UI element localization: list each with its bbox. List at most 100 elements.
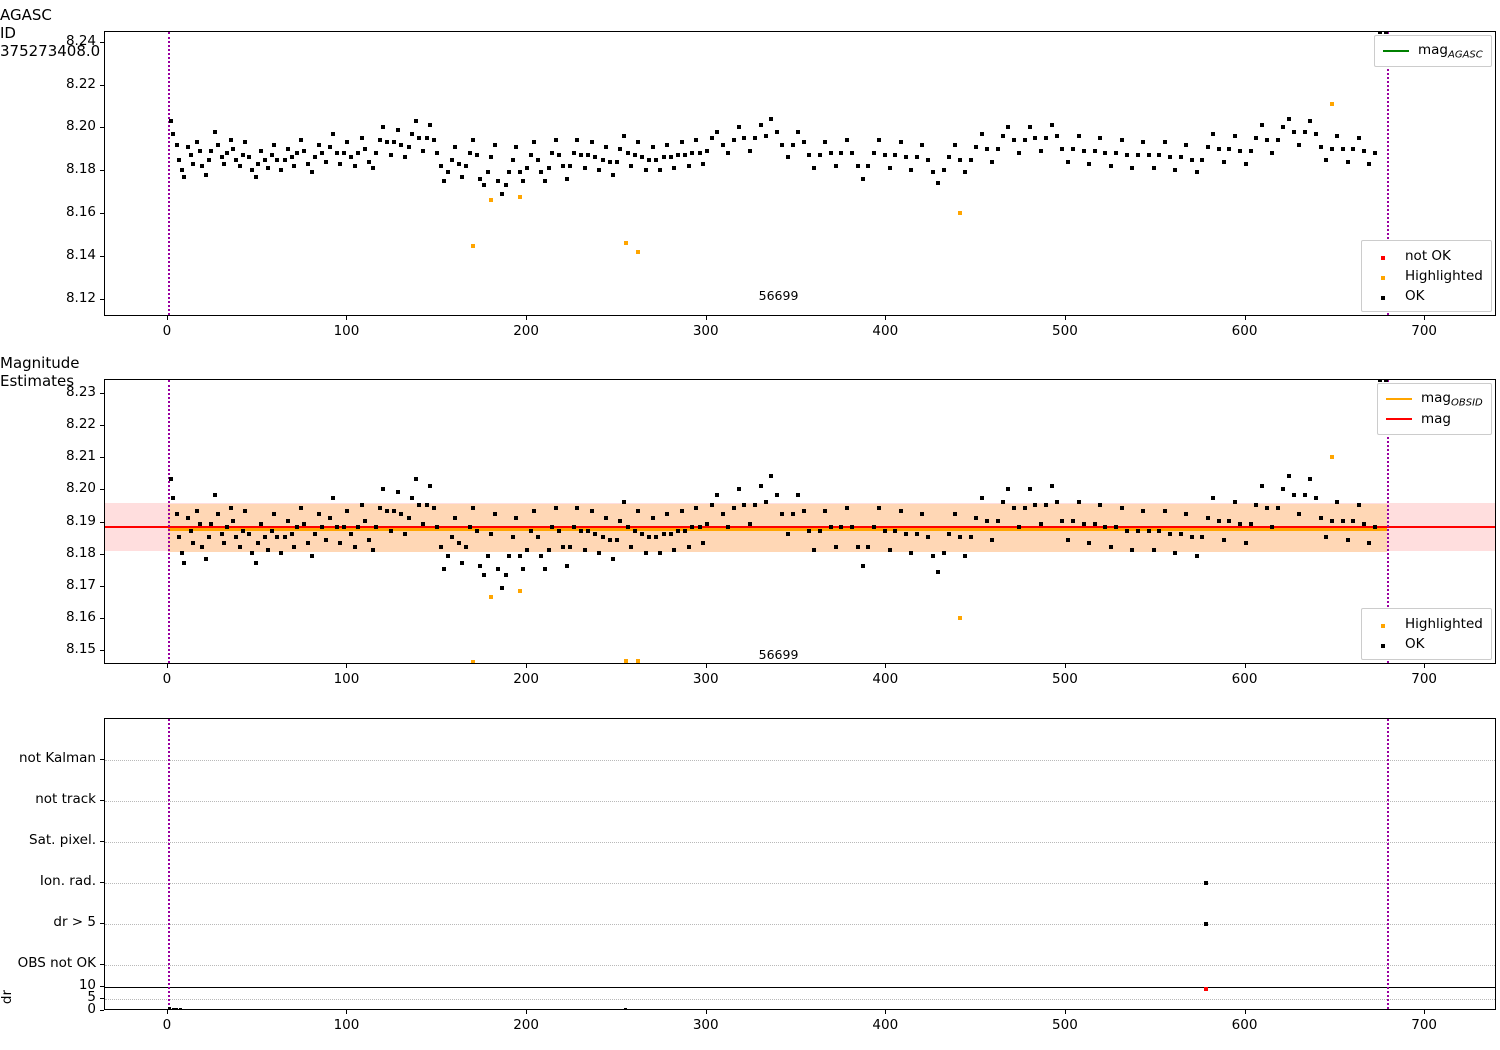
panel-mag-point-ok: [726, 525, 731, 530]
panel-agasc-point-ok: [521, 178, 526, 183]
panel-agasc-xtickmark: [346, 316, 348, 320]
panel-flags-dr-point: [1145, 1008, 1149, 1009]
panel-agasc-point-ok: [807, 153, 812, 158]
panel-flags-dr-separator: [105, 987, 1495, 988]
panel-mag-point-ok: [525, 547, 530, 552]
panel-mag-point-ok: [327, 515, 332, 520]
panel-mag-point-ok: [302, 522, 307, 527]
panel-agasc-point-ok: [550, 151, 555, 156]
panel-mag-point-ok: [460, 560, 465, 565]
panel-mag-point-ok: [898, 509, 903, 514]
panel-agasc-point-highlighted: [623, 241, 628, 246]
panel-mag-point-ok: [780, 512, 785, 517]
panel-agasc-point-ok: [259, 148, 264, 153]
panel-flags-dr-point: [240, 1008, 243, 1009]
panel-agasc-point-ok: [636, 140, 641, 145]
panel-agasc-point-ok: [198, 148, 203, 153]
panel-agasc-point-ok: [460, 174, 465, 179]
panel-mag-point-ok: [1227, 518, 1232, 523]
panel-flags-xtick: 0: [162, 1017, 172, 1033]
panel-agasc-point-ok: [737, 125, 742, 130]
panel-flags-dr-point: [768, 1008, 772, 1009]
panel-agasc-point-ok: [489, 155, 494, 160]
panel-mag-point-ok: [431, 506, 436, 511]
panel-mag-point-ok: [381, 486, 386, 491]
panel-flags-dr-point: [1360, 1008, 1364, 1009]
panel-mag-point-ok: [237, 544, 242, 549]
panel-mag-point-ok: [356, 525, 361, 530]
panel-mag-point-ok: [1087, 541, 1092, 546]
panel-agasc-point-ok: [1054, 133, 1059, 138]
panel-mag-point-ok: [1011, 506, 1016, 511]
panel-agasc-point-ok: [1189, 157, 1194, 162]
panel-mag-point-ok: [668, 531, 673, 536]
panel-mag-xtickmark: [1064, 664, 1066, 668]
panel-agasc-point-ok: [207, 157, 212, 162]
panel-flags-dr-point: [437, 1008, 441, 1009]
panel-flags-dr-point: [247, 1008, 251, 1009]
panel-agasc-point-ok: [345, 140, 350, 145]
panel-flags-dr-point: [681, 1008, 685, 1009]
panel-flags-dr-point: [171, 1007, 175, 1009]
panel-mag-point-ok: [654, 534, 659, 539]
panel-agasc-point-ok: [1151, 166, 1156, 171]
panel-agasc-point-ok: [510, 157, 515, 162]
panel-mag-point-ok: [243, 509, 248, 514]
panel-flags-dr-point: [1350, 1008, 1353, 1009]
panel-mag-point-ok: [464, 544, 469, 549]
panel-agasc-ytick: 8.20: [65, 118, 96, 135]
panel-agasc-point-ok: [228, 138, 233, 143]
panel-mag-point-ok: [593, 531, 598, 536]
panel-flags-dr-point: [530, 1008, 534, 1009]
panel-agasc-point-ok: [395, 127, 400, 132]
panel-flags-dr-point: [545, 1009, 548, 1010]
panel-flags-dr-point: [674, 1008, 678, 1009]
panel-mag-ytick: 8.15: [65, 640, 96, 657]
panel-agasc-point-ok: [1135, 153, 1140, 158]
panel-agasc-point-ok: [492, 142, 497, 147]
panel-agasc-point-ok: [866, 163, 871, 168]
panel-flags-dr-point: [865, 1008, 869, 1009]
panel-flags-dr-point: [538, 1008, 542, 1009]
panel-flags-dr-point: [466, 1008, 470, 1009]
panel-mag-point-ok: [979, 496, 984, 501]
panel-agasc-point-ok: [860, 176, 865, 181]
panel-mag-point-ok: [492, 512, 497, 517]
panel-agasc-point-ok: [253, 174, 258, 179]
panel-agasc-point-ok: [349, 155, 354, 160]
panel-flags-dr-point: [232, 1008, 236, 1009]
panel-flags-dr-point: [495, 1009, 498, 1010]
panel-flags-row-label: Ion. rad.: [39, 873, 96, 889]
panel-mag-hline-0: [105, 525, 1495, 529]
panel-mag-xtickmark: [166, 664, 168, 668]
panel-agasc-point-ok: [855, 163, 860, 168]
panel-flags-dr-point: [1134, 1008, 1138, 1009]
panel-agasc-point-ok: [428, 123, 433, 128]
panel-agasc-xtickmark: [526, 316, 528, 320]
panel-agasc-point-ok: [467, 151, 472, 156]
panel-agasc-point-ok: [968, 157, 973, 162]
panel-flags-dr-point: [1113, 1009, 1116, 1010]
panel-mag-point-ok: [320, 525, 325, 530]
panel-mag-point-ok: [877, 506, 882, 511]
panel-mag-point-ok: [1286, 474, 1291, 479]
panel-mag-point-ok: [1308, 477, 1313, 482]
panel-agasc-point-highlighted: [517, 194, 522, 199]
panel-mag-point-ok: [438, 544, 443, 549]
panel-flags-dr-point: [1188, 1009, 1191, 1010]
panel-flags-dr-point: [254, 1009, 257, 1010]
panel-flags-dr-point: [689, 1008, 693, 1009]
panel-mag-point-ok: [586, 528, 591, 533]
panel-mag-point-ok: [1248, 522, 1253, 527]
panel-agasc-point-ok: [481, 183, 486, 188]
panel-agasc-point-ok: [979, 131, 984, 136]
panel-agasc-point-ok: [557, 153, 562, 158]
panel-agasc-point-ok: [812, 166, 817, 171]
panel-flags-dr-point: [1166, 1008, 1170, 1009]
panel-flags-dr-point: [1371, 1008, 1375, 1009]
panel-agasc-xtick: 200: [513, 323, 539, 339]
panel-agasc-point-ok: [844, 138, 849, 143]
panel-agasc-point-ok: [338, 161, 343, 166]
panel-agasc-point-ok: [507, 170, 512, 175]
panel-flags-dr-point: [1231, 1008, 1235, 1009]
